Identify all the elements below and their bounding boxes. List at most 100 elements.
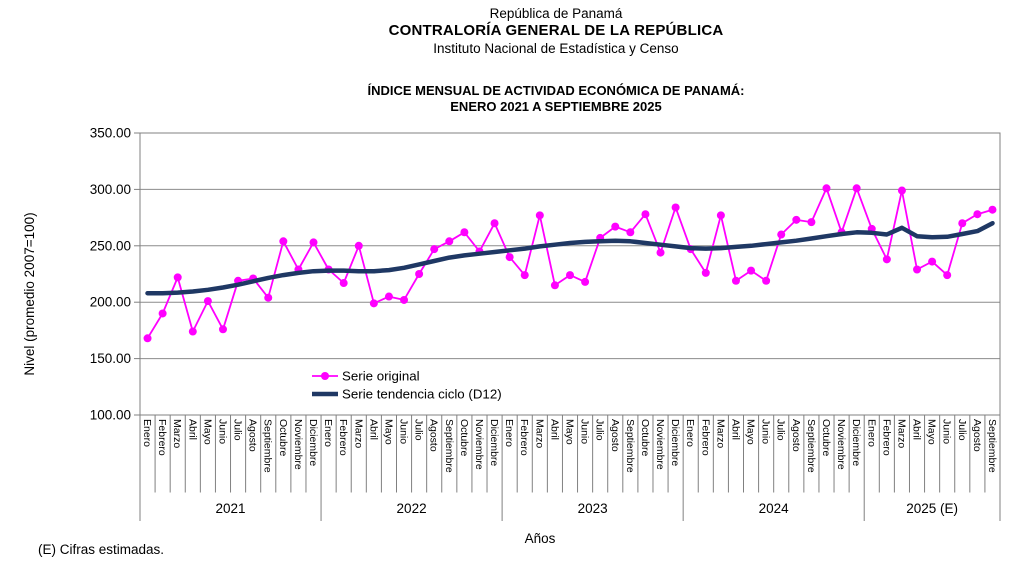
data-point [490, 219, 499, 228]
year-label: 2022 [397, 501, 427, 516]
month-tick-label: Abril [548, 419, 560, 440]
month-tick-label: Octubre [458, 419, 470, 457]
y-tick-label: 200.00 [90, 295, 131, 310]
month-tick-label: Marzo [714, 419, 726, 448]
data-point [671, 203, 680, 212]
month-tick-label: Agosto [247, 419, 259, 452]
data-point [792, 215, 801, 224]
month-tick-label: Noviembre [835, 419, 847, 470]
month-tick-label: Septiembre [262, 419, 274, 473]
month-tick-label: Mayo [382, 419, 394, 445]
month-tick-label: Febrero [337, 419, 349, 456]
legend-label-original: Serie original [342, 369, 420, 384]
month-tick-label: Febrero [699, 419, 711, 456]
data-point [777, 230, 786, 239]
data-point [535, 211, 544, 220]
data-point [747, 266, 756, 275]
month-tick-label: Abril [729, 419, 741, 440]
month-tick-label: Noviembre [473, 419, 485, 470]
data-point [430, 245, 439, 254]
data-point [731, 276, 740, 285]
month-tick-label: Diciembre [850, 419, 862, 466]
data-point [928, 257, 937, 266]
month-axis: Enero Febrero Marzo Abril Mayo Junio Julio Agos… [139, 415, 1001, 493]
data-point [520, 271, 529, 280]
month-tick-label: Enero [503, 419, 515, 447]
data-point [611, 222, 620, 231]
data-point [581, 277, 590, 286]
data-point [445, 237, 454, 246]
month-tick-label: Septiembre [986, 419, 998, 473]
data-point [701, 268, 710, 277]
data-point [158, 309, 167, 318]
data-point [505, 253, 514, 262]
month-tick-label: Agosto [428, 419, 440, 452]
data-point [203, 297, 212, 306]
year-axis: 2021 2022 2023 2024 2025 (E) [139, 492, 1001, 521]
y-gridlines: 100.00 150.00 200.00 250.00 300.00 350.00 [90, 126, 1000, 423]
month-tick-label: Septiembre [624, 419, 636, 473]
serie-original-markers [143, 184, 997, 343]
month-tick-label: Septiembre [443, 419, 455, 473]
year-label: 2024 [759, 501, 790, 516]
month-tick-label: Julio [775, 419, 787, 441]
org-country: República de Panamá [489, 6, 623, 21]
month-tick-label: Abril [367, 419, 379, 440]
month-tick-label: Marzo [171, 419, 183, 448]
month-tick-label: Noviembre [292, 419, 304, 470]
y-tick-label: 250.00 [90, 238, 131, 253]
month-tick-label: Septiembre [805, 419, 817, 473]
y-tick-label: 350.00 [90, 126, 131, 141]
month-tick-label: Agosto [971, 419, 983, 452]
x-axis-title: Años [525, 531, 556, 546]
data-point [550, 281, 559, 290]
data-point [882, 255, 891, 264]
report-header: República de Panamá CONTRALORÍA GENERAL … [83, 5, 1029, 114]
data-point [913, 265, 922, 274]
data-point [973, 210, 982, 219]
month-tick-label: Abril [186, 419, 198, 440]
month-tick-label: Febrero [518, 419, 530, 456]
data-point [460, 228, 469, 237]
data-point [339, 279, 348, 288]
year-label: 2023 [578, 501, 608, 516]
y-tick-label: 100.00 [90, 408, 131, 423]
data-point [188, 327, 197, 336]
data-point [415, 270, 424, 278]
data-point [309, 238, 318, 247]
data-point [762, 276, 771, 285]
data-point [173, 273, 182, 282]
chart-title-line-1: ÍNDICE MENSUAL DE ACTIVIDAD ECONÓMICA DE… [367, 83, 745, 98]
data-point [400, 295, 409, 304]
y-tick-label: 150.00 [90, 351, 131, 366]
data-point [143, 334, 152, 343]
month-tick-label: Julio [956, 419, 968, 441]
data-point [943, 271, 952, 280]
legend-label-trend: Serie tendencia ciclo (D12) [342, 387, 502, 402]
data-point [958, 219, 967, 228]
y-tick-label: 300.00 [90, 182, 131, 197]
data-point [218, 325, 227, 334]
chart-title-line-2: ENERO 2021 A SEPTIEMBRE 2025 [450, 98, 662, 114]
data-point [897, 186, 906, 195]
year-label: 2025 (E) [906, 501, 958, 516]
month-tick-label: Diciembre [669, 419, 681, 466]
month-tick-label: Noviembre [654, 419, 666, 470]
month-tick-label: Julio [413, 419, 425, 441]
month-tick-label: Enero [865, 419, 877, 447]
data-point [384, 292, 393, 301]
month-tick-label: Mayo [926, 419, 938, 445]
serie-tendencia-line [145, 220, 995, 296]
data-point [264, 293, 273, 302]
month-tick-label: Mayo [564, 419, 576, 445]
data-point [822, 184, 831, 193]
legend: Serie original Serie tendencia ciclo (D12… [312, 369, 502, 402]
month-tick-label: Mayo [745, 419, 757, 445]
month-tick-label: Junio [216, 419, 228, 444]
data-point [566, 271, 574, 280]
month-tick-label: Junio [398, 419, 410, 444]
month-tick-label: Mayo [201, 419, 213, 445]
y-axis-title: Nivel (promedio 2007=100) [22, 212, 37, 375]
